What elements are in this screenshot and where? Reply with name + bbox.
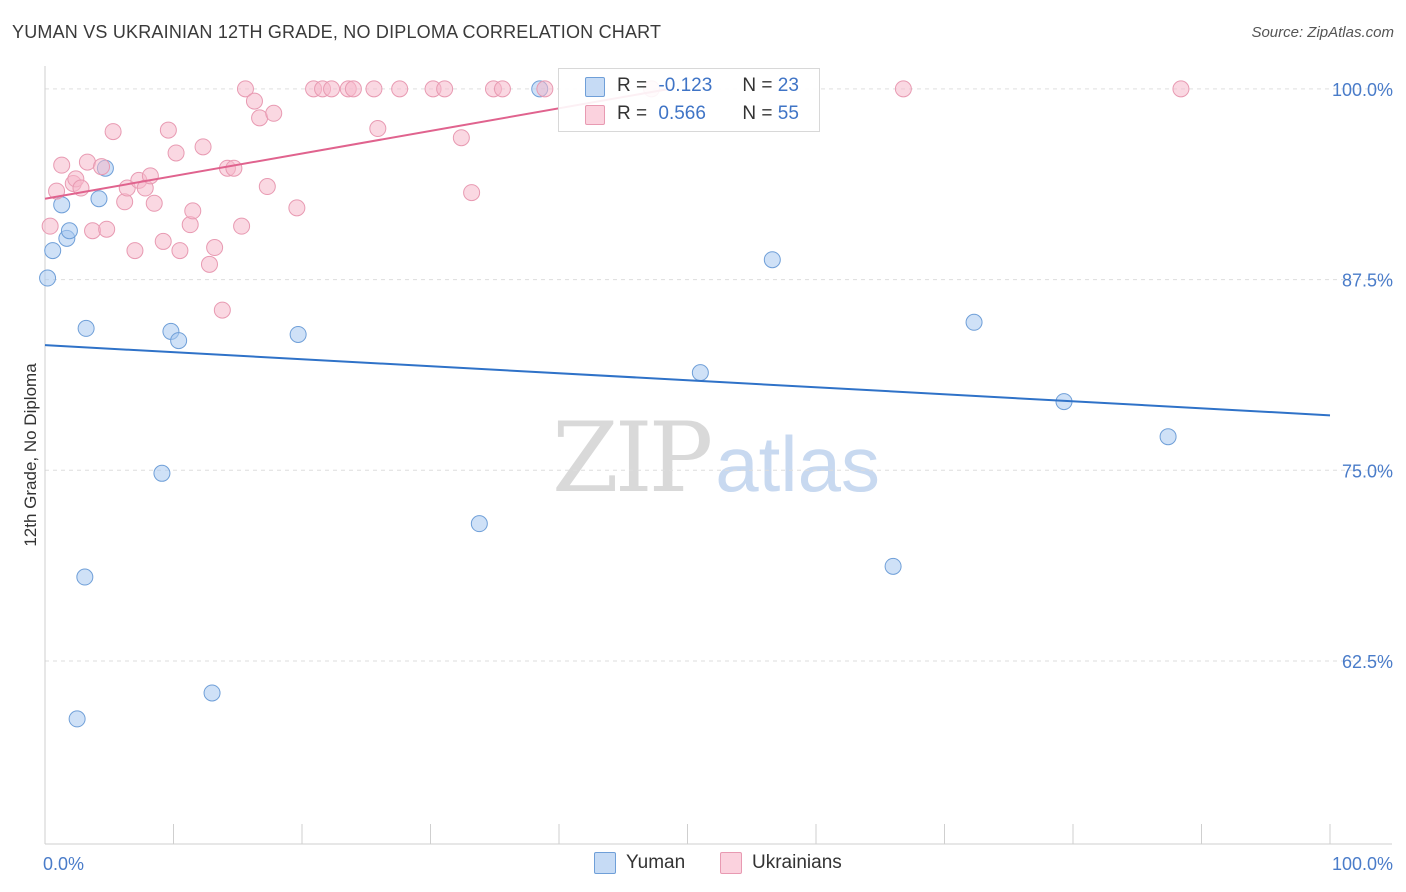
ukrainians-point xyxy=(391,80,409,98)
legend-item-ukrainians: Ukrainians xyxy=(720,852,842,874)
yuman-point xyxy=(39,269,57,287)
legend-n-value: 55 xyxy=(777,103,799,124)
ukrainians-point xyxy=(159,121,177,139)
ukrainians-point xyxy=(365,80,383,98)
ukrainians-point xyxy=(463,184,481,202)
series-ukrainians xyxy=(41,80,1190,319)
ukrainians-point xyxy=(154,232,172,250)
ukrainians-point xyxy=(184,202,202,220)
data-points xyxy=(39,80,1190,728)
ukrainians-point xyxy=(93,158,111,176)
ukrainians-label: Ukrainians xyxy=(752,852,842,873)
ukrainians-point xyxy=(245,92,263,110)
correlation-legend: R = -0.123 N = 23 R = 0.566 N = 55 xyxy=(558,68,820,132)
ukrainians-point xyxy=(53,156,71,174)
ukrainians-point xyxy=(104,123,122,141)
ukrainians-point xyxy=(98,220,116,238)
yuman-point xyxy=(203,684,221,702)
gridlines xyxy=(45,88,1392,662)
yuman-point xyxy=(691,364,709,382)
series-legend: Yuman Ukrainians xyxy=(0,852,1406,878)
yuman-point xyxy=(763,251,781,269)
ukrainians-point xyxy=(536,80,554,98)
ukrainians-point xyxy=(452,129,470,147)
legend-r-label: R = xyxy=(617,75,648,96)
ukrainians-point xyxy=(145,194,163,212)
legend-item-yuman: Yuman xyxy=(594,852,685,874)
ukrainians-point xyxy=(493,80,511,98)
ukrainians-point xyxy=(1172,80,1190,98)
ukrainians-point xyxy=(126,242,144,260)
ukrainians-swatch xyxy=(720,852,742,874)
ukrainians-point xyxy=(436,80,454,98)
legend-row-ukrainians: R = 0.566 N = 55 xyxy=(617,101,799,127)
y-tick-label: 100.0% xyxy=(1332,80,1393,100)
yuman-swatch xyxy=(594,852,616,874)
yuman-point xyxy=(289,325,307,343)
yuman-point xyxy=(77,319,95,337)
legend-swatch-yuman xyxy=(585,77,605,97)
watermark-atlas: atlas xyxy=(715,420,880,508)
series-yuman xyxy=(39,80,1177,728)
yuman-point xyxy=(76,568,94,586)
ukrainians-point xyxy=(194,138,212,156)
yuman-point xyxy=(1159,428,1177,446)
yuman-point xyxy=(470,515,488,533)
x-tick-label-min: 0.0% xyxy=(43,854,84,874)
ukrainians-point xyxy=(265,104,283,122)
ukrainians-point xyxy=(213,301,231,319)
ukrainians-point xyxy=(200,255,218,273)
ukrainians-point xyxy=(78,153,96,171)
yuman-point xyxy=(153,464,171,482)
y-tick-label: 75.0% xyxy=(1342,461,1393,481)
legend-n-label: N = xyxy=(742,75,773,96)
source-label: Source: ZipAtlas.com xyxy=(1251,24,1394,41)
ukrainians-point xyxy=(251,109,269,127)
ukrainians-point xyxy=(181,216,199,234)
ukrainians-point xyxy=(344,80,362,98)
ukrainians-point xyxy=(258,178,276,196)
yuman-trend-line xyxy=(44,344,1331,417)
yuman-point xyxy=(965,313,983,331)
legend-r-value: 0.566 xyxy=(658,103,706,124)
y-tick-label: 87.5% xyxy=(1342,271,1393,291)
yuman-point xyxy=(884,557,902,575)
axis-labels: 100.0% 87.5% 75.0% 62.5% 0.0% 100.0% 12th Grad… xyxy=(21,80,1393,874)
yuman-point xyxy=(170,332,188,350)
ukrainians-point xyxy=(288,199,306,217)
axes xyxy=(44,66,1392,845)
yuman-point xyxy=(90,190,108,208)
legend-row-yuman: R = -0.123 N = 23 xyxy=(617,73,799,99)
ukrainians-point xyxy=(323,80,341,98)
ukrainians-point xyxy=(369,120,387,138)
yuman-point xyxy=(60,222,78,240)
ukrainians-point xyxy=(84,222,102,240)
legend-n-value: 23 xyxy=(777,75,799,96)
watermark: ZIPatlas xyxy=(552,402,880,514)
ukrainians-point xyxy=(206,239,224,257)
legend-n-label: N = xyxy=(742,103,773,124)
legend-swatch-ukrainians xyxy=(585,105,605,125)
trend-lines xyxy=(44,87,1331,417)
ukrainians-point xyxy=(225,159,243,177)
ukrainians-point xyxy=(41,217,59,235)
y-axis-label: 12th Grade, No Diploma xyxy=(21,363,40,547)
yuman-point xyxy=(44,242,62,260)
ukrainians-point xyxy=(236,80,254,98)
yuman-label: Yuman xyxy=(626,852,686,873)
ukrainians-point xyxy=(116,193,134,211)
ukrainians-point xyxy=(167,144,185,162)
watermark-zip: ZIP xyxy=(552,402,713,514)
yuman-point xyxy=(68,710,86,728)
ukrainians-point xyxy=(233,217,251,235)
ukrainians-point xyxy=(894,80,912,98)
y-tick-label: 62.5% xyxy=(1342,652,1393,672)
ukrainians-point xyxy=(171,242,189,260)
chart-title: YUMAN VS UKRAINIAN 12TH GRADE, NO DIPLOM… xyxy=(12,22,662,42)
legend-r-value: -0.123 xyxy=(658,75,713,96)
legend-r-label: R = xyxy=(617,103,648,124)
x-tick-label-max: 100.0% xyxy=(1332,854,1393,874)
